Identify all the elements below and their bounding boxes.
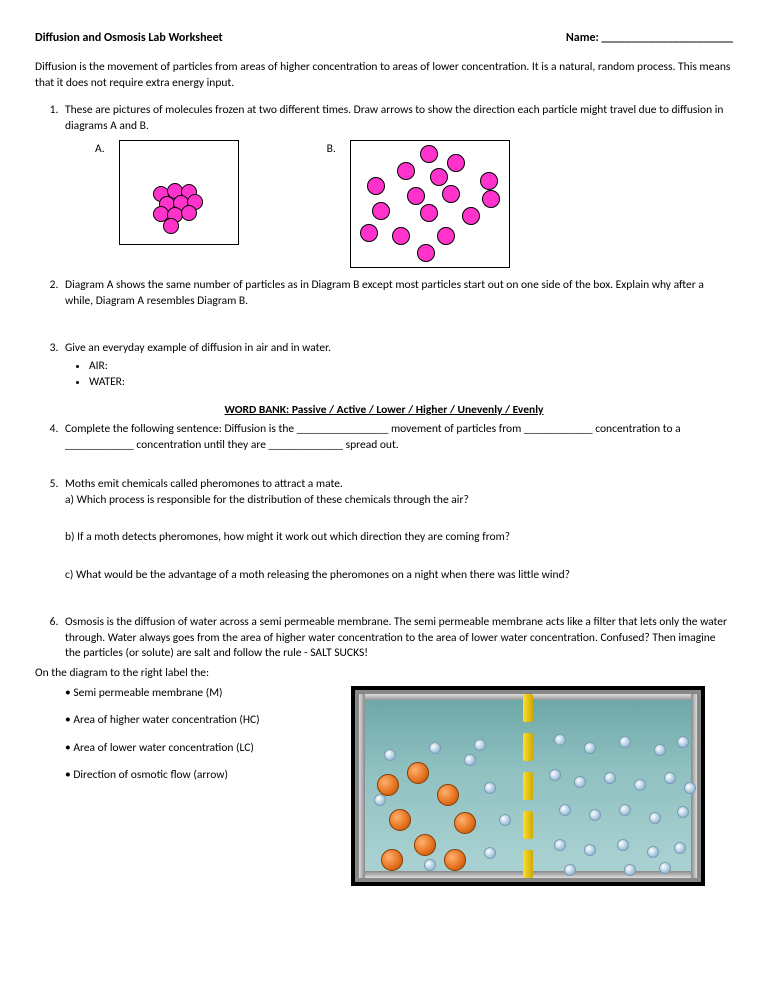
q5c: c) What would be the advantage of a moth… bbox=[65, 568, 733, 584]
particle bbox=[181, 205, 197, 221]
particle bbox=[480, 172, 498, 190]
particle bbox=[462, 207, 480, 225]
water-particle bbox=[424, 859, 436, 871]
question-6: Osmosis is the diffusion of water across… bbox=[61, 615, 733, 662]
q5a: a) Which process is responsible for the … bbox=[65, 493, 733, 509]
q6-text: Osmosis is the diffusion of water across… bbox=[65, 615, 727, 660]
particle bbox=[447, 154, 465, 172]
particle bbox=[420, 204, 438, 222]
q3-text: Give an everyday example of diffusion in… bbox=[65, 341, 331, 355]
q3-air: AIR: bbox=[89, 359, 733, 375]
question-1: These are pictures of molecules frozen a… bbox=[61, 103, 733, 268]
particle bbox=[482, 190, 500, 208]
water-particle bbox=[574, 776, 586, 788]
water-particle bbox=[464, 754, 476, 766]
solute-particle bbox=[381, 849, 403, 871]
osmosis-tank bbox=[355, 690, 701, 882]
osmosis-diagram-frame bbox=[351, 686, 705, 886]
water-particle bbox=[634, 779, 646, 791]
diagram-b-label: B. bbox=[327, 142, 336, 158]
on-diagram-text: On the diagram to the right label the: bbox=[35, 666, 733, 682]
particle bbox=[420, 145, 438, 163]
particle bbox=[417, 244, 435, 262]
particle bbox=[407, 187, 425, 205]
water-particle bbox=[649, 812, 661, 824]
particle bbox=[360, 224, 378, 242]
page-title: Diffusion and Osmosis Lab Worksheet bbox=[35, 30, 223, 46]
question-3: Give an everyday example of diffusion in… bbox=[61, 341, 733, 391]
diagram-a bbox=[119, 140, 239, 245]
membrane bbox=[523, 694, 533, 878]
question-2: Diagram A shows the same number of parti… bbox=[61, 278, 733, 331]
water-particle bbox=[474, 739, 486, 751]
water-particle bbox=[647, 846, 659, 858]
question-4: Complete the following sentence: Diffusi… bbox=[61, 422, 733, 467]
name-field-label: Name: ______________________ bbox=[566, 30, 733, 46]
water-particle bbox=[429, 742, 441, 754]
q1-text: These are pictures of molecules frozen a… bbox=[65, 103, 723, 133]
particle bbox=[367, 177, 385, 195]
label-membrane: • Semi permeable membrane (M) bbox=[65, 686, 335, 702]
water-particle bbox=[674, 842, 686, 854]
water-particle bbox=[677, 806, 689, 818]
solute-particle bbox=[437, 784, 459, 806]
solute-particle bbox=[377, 774, 399, 796]
water-particle bbox=[484, 782, 496, 794]
q2-text: Diagram A shows the same number of parti… bbox=[65, 278, 733, 309]
intro-paragraph: Diffusion is the movement of particles f… bbox=[35, 60, 733, 91]
water-particle bbox=[604, 772, 616, 784]
solute-particle bbox=[414, 834, 436, 856]
label-lc: • Area of lower water concentration (LC) bbox=[65, 741, 335, 757]
q3-water: WATER: bbox=[89, 375, 733, 391]
diagram-a-label: A. bbox=[95, 142, 105, 158]
water-particle bbox=[484, 847, 496, 859]
water-particle bbox=[677, 736, 689, 748]
water-particle bbox=[654, 744, 666, 756]
water-particle bbox=[554, 734, 566, 746]
water-particle bbox=[619, 736, 631, 748]
water-particle bbox=[584, 844, 596, 856]
water-particle bbox=[684, 782, 696, 794]
q4-text: Complete the following sentence: Diffusi… bbox=[65, 422, 681, 452]
solute-particle bbox=[389, 809, 411, 831]
water-particle bbox=[589, 809, 601, 821]
solute-particle bbox=[407, 762, 429, 784]
q5-text: Moths emit chemicals called pheromones t… bbox=[65, 477, 733, 493]
word-bank: WORD BANK: Passive / Active / Lower / Hi… bbox=[35, 403, 733, 419]
solute-particle bbox=[444, 849, 466, 871]
particle bbox=[430, 168, 448, 186]
solute-particle bbox=[454, 812, 476, 834]
diagram-b bbox=[350, 140, 510, 268]
label-arrow: • Direction of osmotic flow (arrow) bbox=[65, 768, 335, 784]
particle bbox=[442, 185, 460, 203]
water-particle bbox=[549, 769, 561, 781]
water-particle bbox=[659, 862, 671, 874]
water-particle bbox=[619, 804, 631, 816]
water-particle bbox=[559, 804, 571, 816]
question-5: Moths emit chemicals called pheromones t… bbox=[61, 477, 733, 605]
water-particle bbox=[564, 864, 576, 876]
water-particle bbox=[499, 814, 511, 826]
particle bbox=[437, 227, 455, 245]
water-particle bbox=[584, 742, 596, 754]
water-particle bbox=[617, 839, 629, 851]
water-particle bbox=[664, 772, 676, 784]
water-particle bbox=[554, 839, 566, 851]
water-particle bbox=[384, 749, 396, 761]
particle bbox=[392, 227, 410, 245]
water-particle bbox=[624, 864, 636, 876]
particle bbox=[163, 218, 179, 234]
q5b: b) If a moth detects pheromones, how mig… bbox=[65, 530, 733, 546]
particle bbox=[397, 162, 415, 180]
particle bbox=[372, 202, 390, 220]
label-hc: • Area of higher water concentration (HC… bbox=[65, 713, 335, 729]
